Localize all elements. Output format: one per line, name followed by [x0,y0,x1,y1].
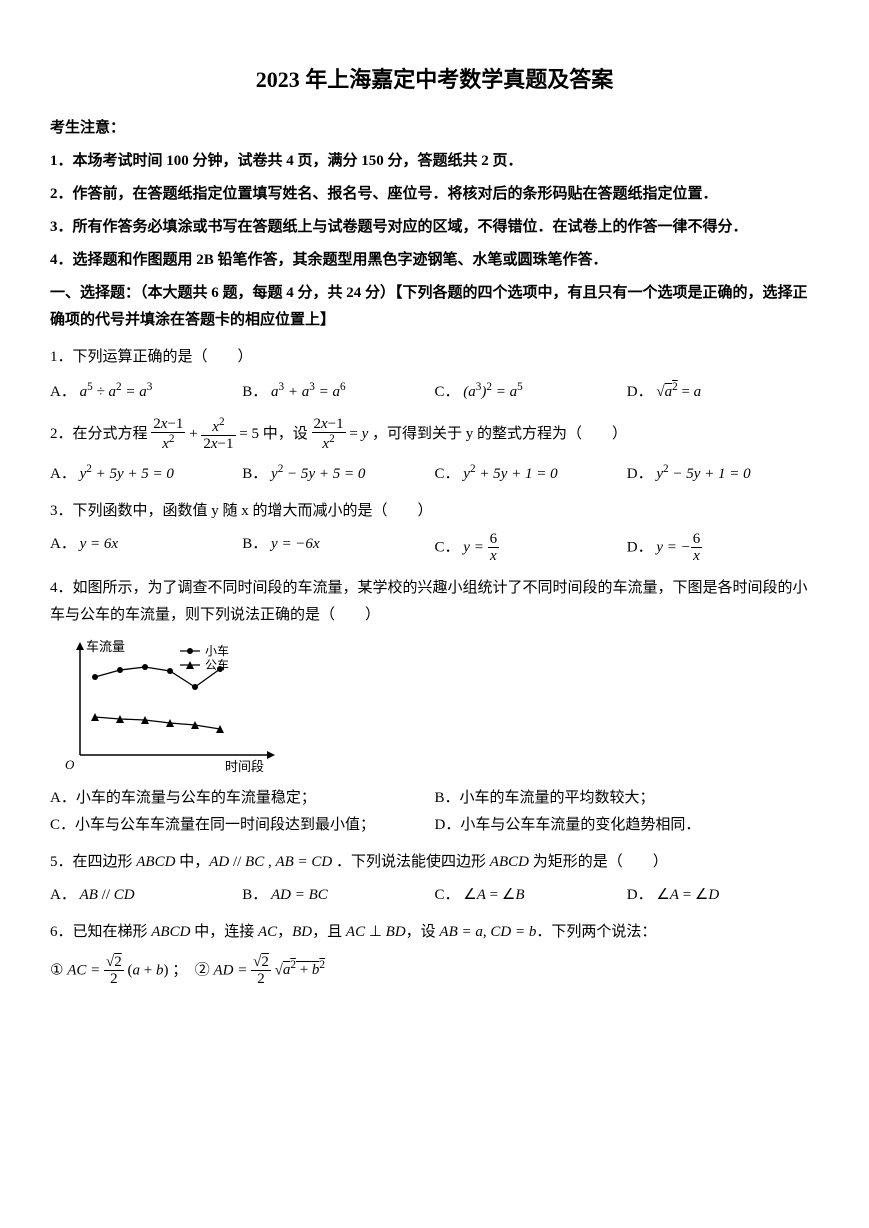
q3-options: A． y = 6x B． y = −6x C． y = 6x D． y = −6… [50,531,819,565]
q4-chart: O 车流量时间段 小车公车 [50,637,819,777]
q2-b-prefix: B． [242,466,267,482]
q2-a-prefix: A． [50,466,76,482]
svg-text:时间段: 时间段 [225,759,264,774]
q2-option-d: D． y2 − 5y + 1 = 0 [627,459,819,488]
q6-item1-prefix: ① [50,962,67,978]
q4-b-prefix: B． [435,790,460,806]
q4-b-text: 小车的车流量的平均数较大； [460,790,655,806]
q2-stem: 2．在分式方程 2x−1x2 + x22x−1 = 5 中，设 2x−1x2 =… [50,416,819,453]
q6-stem: 6．已知在梯形 ABCD 中，连接 AC，BD，且 AC ⊥ BD，设 AB =… [50,919,819,946]
q3-c-prefix: C． [435,539,460,555]
q2-d-prefix: D． [627,466,653,482]
q2-option-a: A． y2 + 5y + 5 = 0 [50,459,242,488]
q2-option-b: B． y2 − 5y + 5 = 0 [242,459,434,488]
q5-option-a: A． AB // CD [50,882,242,909]
svg-text:O: O [65,757,75,772]
q1-option-b: B． a3 + a3 = a6 [242,377,434,406]
q1-option-d: D． √a2 = a [627,377,819,406]
q4-option-d: D．小车与公车车流量的变化趋势相同． [435,812,820,839]
q4-options: A．小车的车流量与公车的车流量稳定； B．小车的车流量的平均数较大； C．小车与… [50,785,819,839]
q6-item2-prefix: ； ② [172,962,213,978]
q2-stem-a: 2．在分式方程 [50,426,151,442]
instruction-4: 4．选择题和作图题用 2B 铅笔作答，其余题型用黑色字迹钢笔、水笔或圆珠笔作答． [50,247,819,274]
q5-d-prefix: D． [627,887,653,903]
q1-option-c: C． (a3)2 = a5 [435,377,627,406]
q2-c-prefix: C． [435,466,460,482]
section-1-heading: 一、选择题：（本大题共 6 题，每题 4 分，共 24 分）【下列各题的四个选项… [50,280,819,334]
q3-b-prefix: B． [242,536,267,552]
q3-a-prefix: A． [50,536,76,552]
q4-option-c: C．小车与公车车流量在同一时间段达到最小值； [50,812,435,839]
q4-a-text: 小车的车流量与公车的车流量稳定； [76,790,316,806]
svg-text:车流量: 车流量 [86,639,125,654]
q2-options: A． y2 + 5y + 5 = 0 B． y2 − 5y + 5 = 0 C．… [50,459,819,488]
q4-d-prefix: D． [435,817,461,833]
q5-stem: 5．在四边形 ABCD 中，AD // BC , AB = CD ．下列说法能使… [50,849,819,876]
svg-text:小车: 小车 [205,643,229,658]
q5-b-prefix: B． [242,887,267,903]
page-title: 2023 年上海嘉定中考数学真题及答案 [50,60,819,100]
q4-a-prefix: A． [50,790,76,806]
instruction-1: 1．本场考试时间 100 分钟，试卷共 4 页，满分 150 分，答题纸共 2 … [50,148,819,175]
q4-option-b: B．小车的车流量的平均数较大； [435,785,820,812]
q4-d-text: 小车与公车车流量的变化趋势相同． [460,817,700,833]
traffic-chart-svg: O 车流量时间段 小车公车 [50,637,280,777]
q5-a-prefix: A． [50,887,76,903]
q2-option-c: C． y2 + 5y + 1 = 0 [435,459,627,488]
q3-stem: 3．下列函数中，函数值 y 随 x 的增大而减小的是（ ） [50,498,819,525]
notice-heading: 考生注意： [50,115,819,142]
q5-option-d: D． ∠A = ∠D [627,882,819,909]
q4-stem: 4．如图所示，为了调查不同时间段的车流量，某学校的兴趣小组统计了不同时间段的车流… [50,575,819,629]
q1-b-prefix: B． [242,384,267,400]
instruction-3: 3．所有作答务必填涂或书写在答题纸上与试卷题号对应的区域，不得错位．在试卷上的作… [50,214,819,241]
q1-options: A． a5 ÷ a2 = a3 B． a3 + a3 = a6 C． (a3)2… [50,377,819,406]
q5-option-b: B． AD = BC [242,882,434,909]
q3-option-c: C． y = 6x [435,531,627,565]
q6-items: ① AC = √22 (a + b) ； ② AD = √22 √a2 + b2 [50,954,819,988]
q1-option-a: A． a5 ÷ a2 = a3 [50,377,242,406]
q4-c-prefix: C． [50,817,75,833]
q3-option-b: B． y = −6x [242,531,434,565]
q5-option-c: C． ∠A = ∠B [435,882,627,909]
q4-option-a: A．小车的车流量与公车的车流量稳定； [50,785,435,812]
q4-c-text: 小车与公车车流量在同一时间段达到最小值； [75,817,375,833]
q3-option-a: A． y = 6x [50,531,242,565]
q1-c-prefix: C． [435,384,460,400]
svg-text:公车: 公车 [205,657,229,672]
q2-stem-b: 中，设 [263,426,312,442]
q1-a-prefix: A． [50,384,76,400]
q1-stem: 1．下列运算正确的是（ ） [50,344,819,371]
instruction-2: 2．作答前，在答题纸指定位置填写姓名、报名号、座位号．将核对后的条形码贴在答题纸… [50,181,819,208]
q2-stem-c: ，可得到关于 y 的整式方程为（ ） [372,426,627,442]
q1-d-prefix: D． [627,384,653,400]
q5-c-prefix: C． [435,887,460,903]
q5-options: A． AB // CD B． AD = BC C． ∠A = ∠B D． ∠A … [50,882,819,909]
q3-d-prefix: D． [627,539,653,555]
q3-option-d: D． y = −6x [627,531,819,565]
